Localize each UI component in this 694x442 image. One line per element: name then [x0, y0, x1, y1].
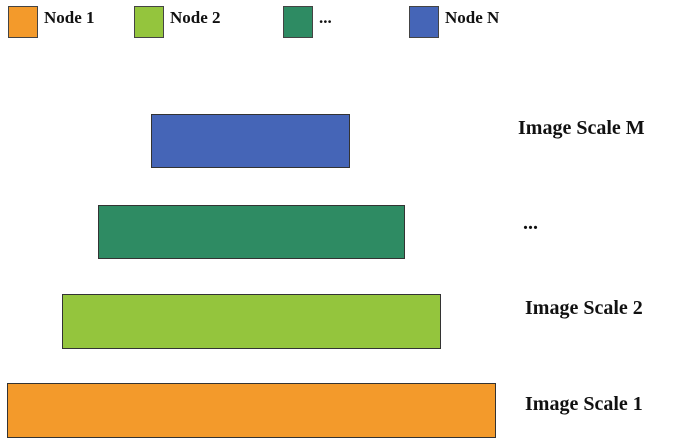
legend-item-node-ellipsis: ... [283, 6, 332, 40]
legend-swatch-node-1 [8, 6, 38, 38]
bar-image-scale-1 [7, 383, 496, 438]
legend-swatch-node-n [409, 6, 439, 38]
legend-label-node-n: Node N [445, 8, 499, 28]
legend-label-node-2: Node 2 [170, 8, 221, 28]
label-image-scale-1: Image Scale 1 [525, 393, 643, 416]
legend-swatch-node-ellipsis [283, 6, 313, 38]
label-image-scale-ellipsis: ... [523, 212, 538, 235]
label-image-scale-2: Image Scale 2 [525, 297, 643, 320]
legend-item-node-2: Node 2 [134, 6, 221, 40]
bar-image-scale-m [151, 114, 350, 168]
label-image-scale-m: Image Scale M [518, 117, 645, 140]
legend-swatch-node-2 [134, 6, 164, 38]
legend-item-node-n: Node N [409, 6, 499, 40]
legend-label-node-1: Node 1 [44, 8, 95, 28]
legend-item-node-1: Node 1 [8, 6, 95, 40]
legend-label-node-ellipsis: ... [319, 8, 332, 28]
bar-image-scale-2 [62, 294, 441, 349]
bar-image-scale-ellipsis [98, 205, 405, 259]
